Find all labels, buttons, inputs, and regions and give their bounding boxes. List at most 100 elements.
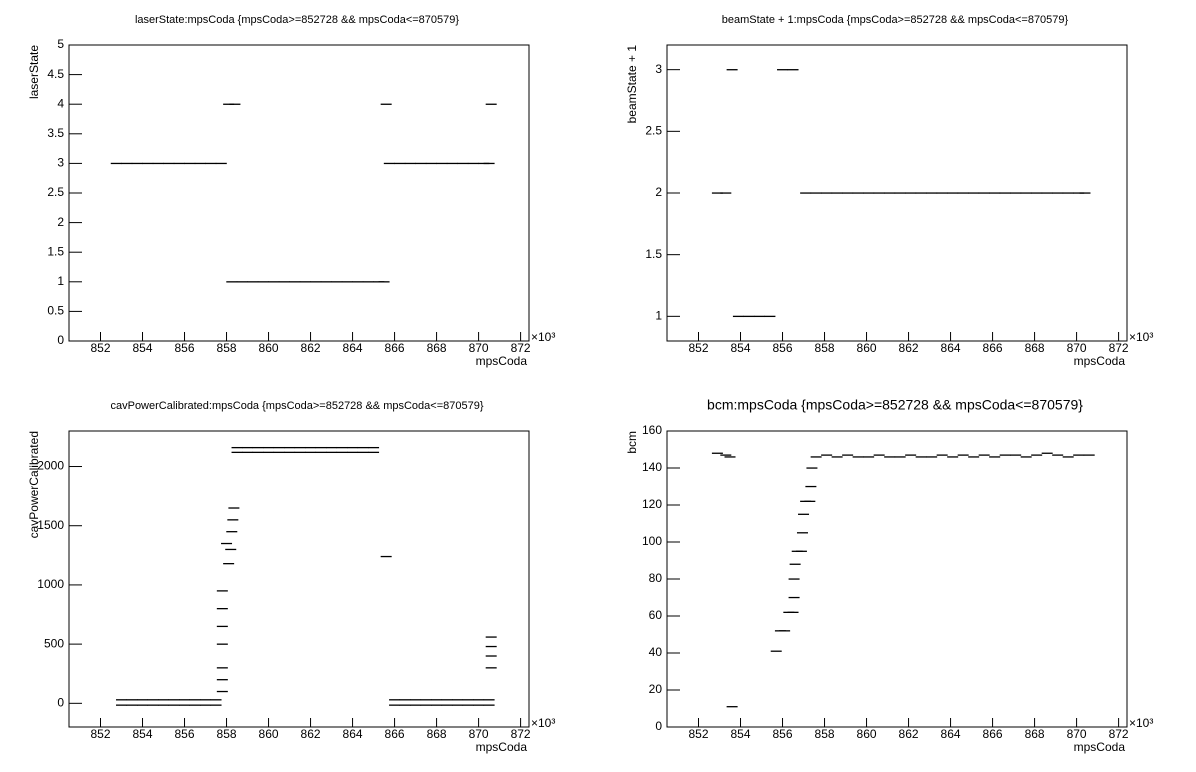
data-point: [863, 192, 875, 194]
data-point: [131, 162, 143, 165]
data-point: [294, 451, 306, 454]
data-point: [779, 630, 791, 632]
data-point: [268, 281, 280, 283]
chart-title: cavPowerCalibrated:mpsCoda {mpsCoda>=852…: [110, 400, 483, 412]
data-point: [320, 281, 332, 283]
y-axis-label: laserState: [27, 45, 41, 99]
data-point: [777, 69, 789, 71]
data-point: [210, 704, 222, 706]
data-point: [126, 699, 138, 701]
x-tick-label: 864: [343, 727, 363, 741]
data-point: [978, 192, 990, 194]
plot-frame: [666, 430, 1128, 728]
data-point: [1052, 454, 1064, 456]
data-point: [764, 315, 776, 318]
data-point: [863, 456, 875, 458]
y-tick-label: 2: [57, 215, 64, 229]
plot-frame: [68, 44, 530, 342]
data-point: [485, 103, 497, 105]
data-point: [399, 704, 411, 706]
data-point: [968, 192, 980, 194]
data-point: [362, 281, 374, 283]
data-point: [989, 456, 1001, 458]
data-point: [289, 281, 301, 283]
data-point: [147, 699, 159, 701]
y-tick-label: 100: [642, 534, 662, 548]
data-point: [179, 704, 191, 706]
data-point: [227, 519, 239, 521]
data-point: [842, 192, 854, 194]
data-point: [357, 446, 369, 449]
data-point: [179, 699, 191, 701]
plot-frame: [68, 430, 530, 728]
x-multiplier: ×10³: [531, 330, 555, 344]
data-point: [1041, 452, 1053, 454]
data-point: [305, 446, 317, 449]
data-point: [410, 704, 422, 706]
data-point: [257, 281, 269, 283]
data-point: [168, 704, 180, 706]
y-tick-label: 0: [57, 333, 64, 347]
data-point: [441, 699, 453, 701]
x-tick-label: 858: [217, 341, 237, 355]
data-point: [957, 454, 969, 456]
data-point: [989, 192, 1001, 194]
data-point: [228, 507, 240, 509]
y-tick-label: 3: [57, 156, 64, 170]
data-point: [226, 531, 238, 533]
data-point: [399, 699, 411, 701]
data-point: [252, 446, 264, 449]
data-point: [347, 446, 359, 449]
x-tick-label: 860: [259, 727, 279, 741]
data-point: [310, 281, 322, 283]
data-point: [189, 704, 201, 706]
data-point: [137, 704, 149, 706]
data-point: [158, 699, 170, 701]
y-axis-label: cavPowerCalibrated: [27, 431, 41, 538]
data-point: [787, 611, 799, 613]
panel: cavPowerCalibrated:mpsCoda {mpsCoda>=852…: [27, 400, 555, 754]
data-point: [142, 162, 154, 165]
data-point: [163, 162, 175, 165]
x-tick-label: 866: [385, 341, 405, 355]
y-tick-label: 3.5: [47, 126, 64, 140]
data-point: [446, 162, 458, 165]
data-point: [221, 542, 233, 545]
data-point: [380, 103, 392, 105]
data-point: [347, 451, 359, 454]
data-point: [1020, 456, 1032, 458]
data-point: [1073, 454, 1085, 456]
data-point: [305, 451, 317, 454]
data-point: [341, 281, 353, 283]
data-point: [999, 454, 1011, 456]
x-tick-label: 858: [815, 727, 835, 741]
data-point: [299, 281, 311, 283]
y-tick-label: 1: [57, 274, 64, 288]
data-point: [200, 699, 212, 701]
data-point: [726, 69, 738, 71]
x-tick-label: 860: [857, 341, 877, 355]
data-point: [189, 699, 201, 701]
data-point: [957, 192, 969, 194]
data-point: [1062, 456, 1074, 458]
data-point: [452, 699, 464, 701]
x-tick-label: 858: [217, 727, 237, 741]
data-point: [294, 446, 306, 449]
data-point: [724, 456, 736, 458]
y-tick-label: 140: [642, 460, 662, 474]
x-tick-label: 852: [688, 341, 708, 355]
data-point: [711, 192, 723, 194]
data-point: [720, 192, 732, 194]
data-point: [711, 452, 723, 454]
data-point: [842, 454, 854, 456]
data-point: [126, 704, 138, 706]
data-point: [273, 446, 285, 449]
x-multiplier: ×10³: [1129, 330, 1153, 344]
x-tick-label: 870: [1067, 341, 1087, 355]
x-tick-label: 854: [731, 727, 751, 741]
data-point: [852, 192, 864, 194]
x-tick-label: 862: [301, 341, 321, 355]
data-point: [743, 315, 755, 318]
data-point: [462, 699, 474, 701]
data-point: [216, 643, 228, 645]
